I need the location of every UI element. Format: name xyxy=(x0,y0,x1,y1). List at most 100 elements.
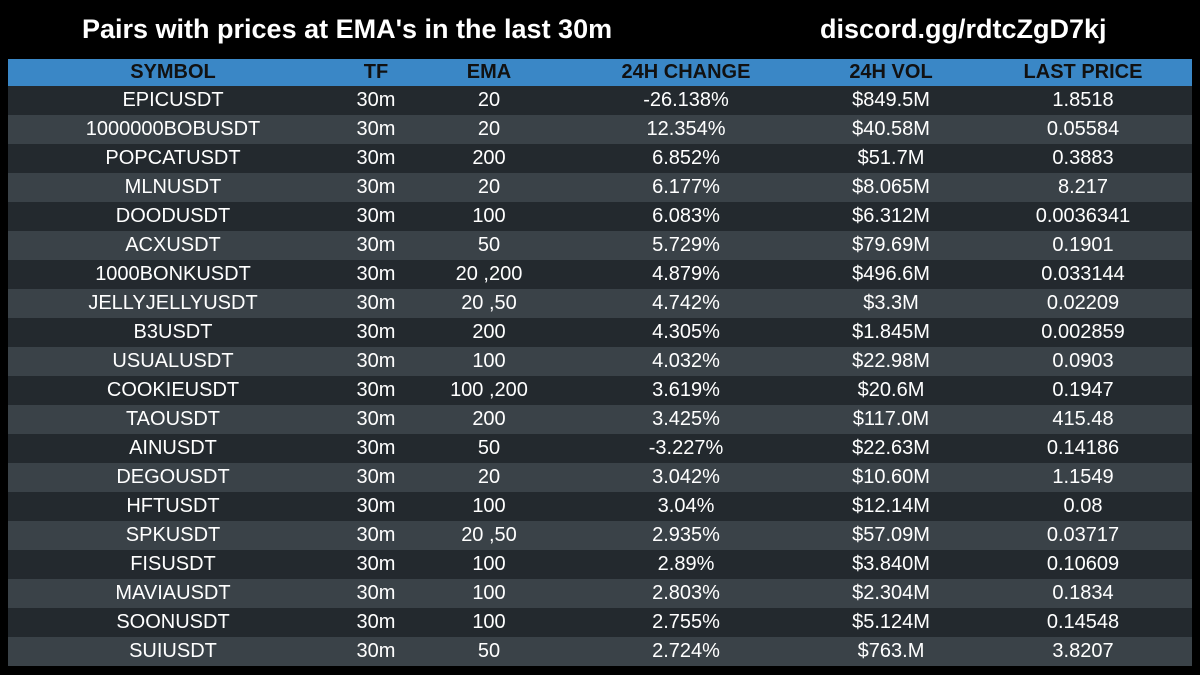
cell-24h-vol: $763.M xyxy=(857,640,925,662)
cell-24h-vol: $849.5M xyxy=(852,89,930,111)
cell-last-price: 0.1901 xyxy=(1052,234,1114,256)
cell-24h-change: -26.138% xyxy=(643,89,729,111)
cell-ema: 200 xyxy=(472,147,506,169)
cell-last-price: 0.05584 xyxy=(1046,118,1120,140)
cell-last-price: 1.1549 xyxy=(1052,466,1114,488)
table-body: EPICUSDT 30m 20 -26.138% $849.5M 1.8518 100000… xyxy=(8,86,1192,666)
cell-24h-change: 2.755% xyxy=(652,611,720,633)
cell-24h-vol: $496.6M xyxy=(852,263,930,285)
cell-24h-change: 4.032% xyxy=(652,350,720,372)
table-row: DOODUSDT 30m 100 6.083% $6.312M 0.0036341 xyxy=(8,202,1192,231)
cell-tf: 30m xyxy=(356,89,396,111)
table-row: 1000BONKUSDT 30m 20 ,200 4.879% $496.6M 0.033… xyxy=(8,260,1192,289)
column-header-24h-change: 24H CHANGE xyxy=(621,61,751,83)
cell-last-price: 0.0036341 xyxy=(1035,205,1131,227)
cell-last-price: 3.8207 xyxy=(1052,640,1114,662)
table-row: JELLYJELLYUSDT 30m 20 ,50 4.742% $3.3M 0.0220… xyxy=(8,289,1192,318)
cell-symbol: FISUSDT xyxy=(130,553,216,575)
cell-symbol: 1000000BOBUSDT xyxy=(85,118,261,140)
cell-ema: 20 xyxy=(477,466,501,488)
cell-tf: 30m xyxy=(356,118,396,140)
cell-tf: 30m xyxy=(356,495,396,517)
cell-last-price: 0.1947 xyxy=(1052,379,1114,401)
cell-tf: 30m xyxy=(356,147,396,169)
cell-last-price: 0.03717 xyxy=(1046,524,1120,546)
cell-symbol: JELLYJELLYUSDT xyxy=(88,292,258,314)
cell-ema: 50 xyxy=(477,234,501,256)
cell-24h-vol: $51.7M xyxy=(857,147,925,169)
table-row: MAVIAUSDT 30m 100 2.803% $2.304M 0.1834 xyxy=(8,579,1192,608)
cell-last-price: 0.0903 xyxy=(1052,350,1114,372)
cell-symbol: USUALUSDT xyxy=(112,350,234,372)
cell-tf: 30m xyxy=(356,234,396,256)
cell-symbol: COOKIEUSDT xyxy=(106,379,240,401)
column-header-ema: EMA xyxy=(466,61,512,83)
cell-24h-change: 4.879% xyxy=(652,263,720,285)
cell-24h-change: 6.083% xyxy=(652,205,720,227)
cell-24h-change: 3.042% xyxy=(652,466,720,488)
table-row: USUALUSDT 30m 100 4.032% $22.98M 0.0903 xyxy=(8,347,1192,376)
cell-tf: 30m xyxy=(356,582,396,604)
cell-24h-change: 2.89% xyxy=(657,553,715,575)
table-row: ACXUSDT 30m 50 5.729% $79.69M 0.1901 xyxy=(8,231,1192,260)
title-bar: Pairs with prices at EMA's in the last 3… xyxy=(0,0,1200,60)
table-row: B3USDT 30m 200 4.305% $1.845M 0.002859 xyxy=(8,318,1192,347)
column-header-last-price: LAST PRICE xyxy=(1023,61,1143,83)
table-row: HFTUSDT 30m 100 3.04% $12.14M 0.08 xyxy=(8,492,1192,521)
cell-last-price: 8.217 xyxy=(1057,176,1109,198)
cell-tf: 30m xyxy=(356,350,396,372)
table-row: POPCATUSDT 30m 200 6.852% $51.7M 0.3883 xyxy=(8,144,1192,173)
cell-24h-change: -3.227% xyxy=(648,437,724,459)
cell-tf: 30m xyxy=(356,408,396,430)
cell-tf: 30m xyxy=(356,176,396,198)
cell-tf: 30m xyxy=(356,466,396,488)
cell-last-price: 0.1834 xyxy=(1052,582,1114,604)
cell-24h-vol: $57.09M xyxy=(852,524,930,546)
cell-24h-change: 4.742% xyxy=(652,292,720,314)
discord-link[interactable]: discord.gg/rdtcZgD7kj xyxy=(820,14,1107,44)
cell-ema: 200 xyxy=(472,321,506,343)
cell-last-price: 0.02209 xyxy=(1046,292,1120,314)
cell-symbol: DOODUSDT xyxy=(115,205,231,227)
cell-symbol: HFTUSDT xyxy=(126,495,220,517)
table-header: SYMBOL TF EMA 24H CHANGE 24H VOL LAST PR… xyxy=(8,59,1192,86)
cell-24h-vol: $5.124M xyxy=(852,611,930,633)
cell-24h-vol: $79.69M xyxy=(852,234,930,256)
cell-24h-change: 3.04% xyxy=(657,495,715,517)
cell-24h-vol: $117.0M xyxy=(852,408,930,430)
table-row: TAOUSDT 30m 200 3.425% $117.0M 415.48 xyxy=(8,405,1192,434)
table-row: DEGOUSDT 30m 20 3.042% $10.60M 1.1549 xyxy=(8,463,1192,492)
cell-last-price: 415.48 xyxy=(1052,408,1114,430)
cell-last-price: 0.10609 xyxy=(1046,553,1120,575)
pairs-table: SYMBOL TF EMA 24H CHANGE 24H VOL LAST PR… xyxy=(8,59,1192,666)
cell-tf: 30m xyxy=(356,437,396,459)
cell-last-price: 0.033144 xyxy=(1041,263,1125,285)
cell-ema: 20 ,50 xyxy=(461,292,517,314)
cell-tf: 30m xyxy=(356,321,396,343)
cell-ema: 100 xyxy=(472,582,506,604)
cell-ema: 100 xyxy=(472,611,506,633)
cell-tf: 30m xyxy=(356,611,396,633)
cell-last-price: 1.8518 xyxy=(1052,89,1114,111)
cell-24h-vol: $12.14M xyxy=(852,495,930,517)
cell-symbol: ACXUSDT xyxy=(125,234,221,256)
cell-last-price: 0.002859 xyxy=(1041,321,1125,343)
cell-tf: 30m xyxy=(356,553,396,575)
cell-24h-vol: $8.065M xyxy=(852,176,930,198)
cell-24h-vol: $2.304M xyxy=(852,582,930,604)
cell-symbol: MLNUSDT xyxy=(124,176,222,198)
cell-symbol: B3USDT xyxy=(133,321,213,343)
cell-symbol: TAOUSDT xyxy=(125,408,221,430)
cell-last-price: 0.14548 xyxy=(1046,611,1120,633)
cell-ema: 20 xyxy=(477,89,501,111)
cell-24h-change: 5.729% xyxy=(652,234,720,256)
table-row: MLNUSDT 30m 20 6.177% $8.065M 8.217 xyxy=(8,173,1192,202)
cell-24h-change: 4.305% xyxy=(652,321,720,343)
pairs-table-container: SYMBOL TF EMA 24H CHANGE 24H VOL LAST PR… xyxy=(8,59,1192,666)
cell-ema: 100 xyxy=(472,350,506,372)
cell-ema: 100 xyxy=(472,553,506,575)
cell-ema: 100 ,200 xyxy=(450,379,528,401)
cell-24h-vol: $22.63M xyxy=(852,437,930,459)
cell-last-price: 0.3883 xyxy=(1052,147,1114,169)
